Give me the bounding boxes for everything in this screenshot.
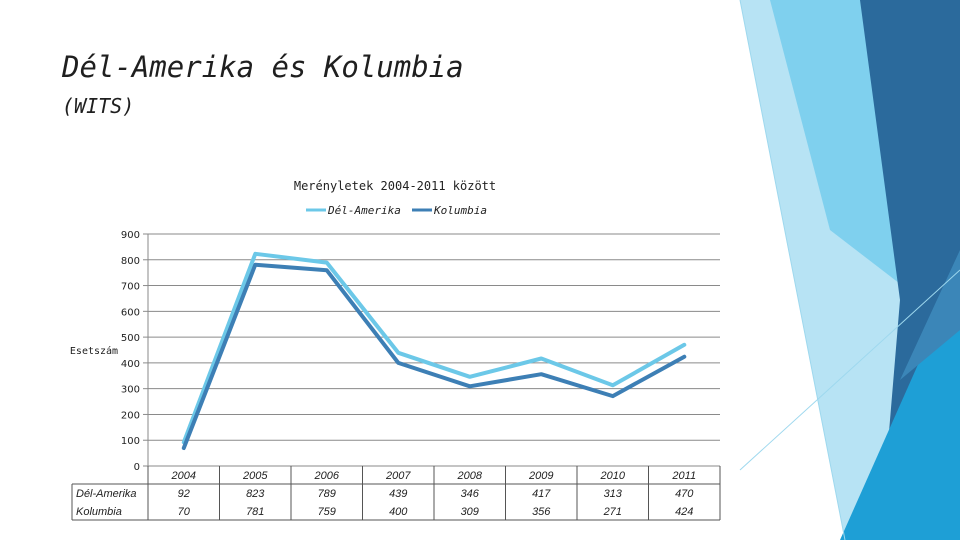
y-tick-label: 500 [121, 333, 140, 344]
x-category-label: 2006 [314, 470, 340, 482]
table-cell-value: 309 [461, 506, 479, 518]
x-category-label: 2008 [457, 470, 483, 482]
series-line-del-amerika [181, 251, 687, 445]
slide-subtitle: (WITS) [62, 94, 135, 118]
y-tick-label: 300 [121, 385, 140, 396]
legend-label: Kolumbia [433, 204, 487, 217]
x-category-label: 2007 [385, 470, 411, 482]
x-category-label: 2005 [242, 470, 268, 482]
x-category-label: 2010 [600, 470, 626, 482]
x-category-label: 2004 [171, 470, 196, 482]
y-tick-label: 100 [121, 436, 140, 447]
table-cell-value: 313 [604, 488, 623, 500]
table-cell-value: 424 [675, 506, 693, 518]
table-cell-value: 759 [318, 506, 336, 518]
series-line-kolumbia [181, 262, 687, 450]
table-cell-value: 346 [461, 488, 480, 500]
table-cell-value: 356 [532, 506, 551, 518]
slide-title: Dél-Amerika és Kolumbia [62, 50, 464, 84]
table-cell-value: 823 [246, 488, 265, 500]
deco-shape-5 [900, 250, 960, 380]
table-cell-value: 92 [178, 488, 190, 500]
table-cell-value: 439 [389, 488, 407, 500]
y-tick-label: 800 [121, 256, 140, 267]
table-row-header: Kolumbia [76, 506, 122, 518]
chart-legend: Dél-Amerika Kolumbia [306, 204, 487, 217]
y-tick-label: 600 [121, 307, 140, 318]
y-axis-ticks: 0 100 200 300 400 500 600 700 800 900 [121, 230, 140, 473]
table-cell-value: 417 [532, 488, 551, 500]
legend-label: Dél-Amerika [327, 204, 401, 217]
y-tick-label: 400 [121, 359, 140, 370]
chart-grid [143, 233, 720, 467]
y-axis-title: Esetszám [70, 345, 118, 357]
table-cell-value: 789 [318, 488, 336, 500]
y-tick-label: 900 [121, 230, 140, 241]
table-cell-value: 70 [178, 506, 191, 518]
deco-line-1 [739, 0, 846, 540]
table-cell-value: 271 [603, 506, 622, 518]
x-category-label: 2011 [671, 470, 696, 482]
chart-series [181, 251, 687, 450]
y-tick-label: 200 [121, 410, 140, 421]
deco-line-2 [739, 269, 960, 471]
table-cell-value: 400 [389, 506, 408, 518]
chart-title: Merényletek 2004-2011 között [294, 179, 496, 193]
table-cell-value: 781 [246, 506, 264, 518]
table-cell-value: 470 [675, 488, 694, 500]
table-row-header: Dél-Amerika [76, 488, 137, 500]
x-category-label: 2009 [528, 470, 553, 482]
chart-data-table: 2004 2005 2006 2007 2008 2009 2010 2011 Dél-Amer… [71, 466, 721, 521]
y-tick-label: 700 [121, 282, 140, 293]
y-tick-label: 0 [134, 462, 140, 473]
